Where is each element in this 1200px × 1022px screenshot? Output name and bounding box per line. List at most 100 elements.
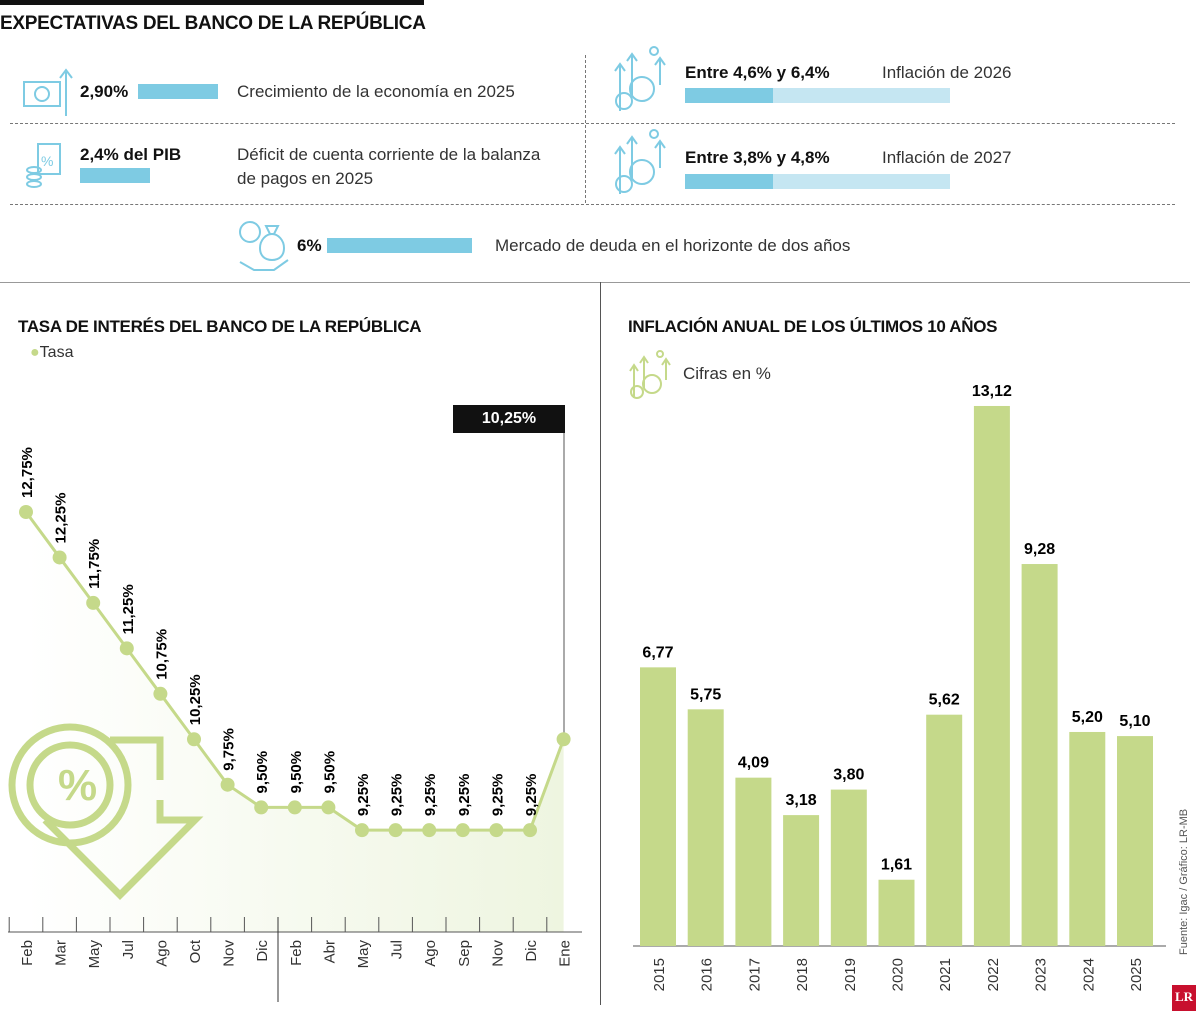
x-tick-label: Dic xyxy=(523,940,540,962)
data-label: 9,25% xyxy=(456,774,473,817)
section-divider xyxy=(0,282,1190,283)
bar xyxy=(973,405,1010,946)
data-label: 4,09 xyxy=(738,755,769,772)
inflation-arrows-icon xyxy=(614,46,666,111)
x-tick-label: May xyxy=(86,940,103,969)
rate-legend: ●Tasa xyxy=(30,344,73,362)
rate-line-chart: % 12,75% Feb 12,25% Mar 11,75% May 11,25% Jul 10,… xyxy=(8,405,582,1002)
debt-bar xyxy=(327,238,472,253)
data-label: 9,25% xyxy=(523,774,540,817)
x-tick-label: 2020 xyxy=(890,958,907,991)
bar xyxy=(1117,736,1153,946)
growth-bar xyxy=(138,84,218,99)
data-point xyxy=(254,800,269,815)
data-point xyxy=(556,732,571,747)
bar xyxy=(926,714,963,946)
area-fill xyxy=(26,512,564,932)
bar xyxy=(640,667,676,946)
inflation-arrows-icon xyxy=(614,129,666,194)
data-label: 9,25% xyxy=(422,774,439,817)
x-tick-label: 2021 xyxy=(937,958,954,991)
inflation-chart-title: INFLACIÓN ANUAL DE LOS ÚLTIMOS 10 AÑOS xyxy=(628,317,998,336)
x-tick-label: 2015 xyxy=(651,958,668,991)
data-point xyxy=(153,686,168,701)
x-tick-label: Feb xyxy=(19,940,36,966)
data-label: 5,10 xyxy=(1119,713,1150,730)
data-label: 9,75% xyxy=(221,728,238,771)
expectations-title: EXPECTATIVAS DEL BANCO DE LA REPÚBLICA xyxy=(0,13,426,34)
data-point xyxy=(388,823,403,838)
x-tick-label: Nov xyxy=(489,940,506,967)
svg-text:%: % xyxy=(41,153,53,169)
data-point xyxy=(422,823,437,838)
data-label: 3,80 xyxy=(833,767,864,784)
x-tick-label: Ago xyxy=(153,940,170,967)
x-tick-label: 2022 xyxy=(985,958,1002,991)
data-label: 11,25% xyxy=(120,584,137,634)
x-tick-label: Sep xyxy=(456,940,473,967)
data-point xyxy=(489,823,504,838)
data-point xyxy=(523,823,537,838)
deficit-desc-1: Déficit de cuenta corriente de la balanz… xyxy=(237,145,541,164)
data-label: 9,28 xyxy=(1024,541,1055,558)
growth-desc: Crecimiento de la economía en 2025 xyxy=(237,82,515,101)
data-label: 9,25% xyxy=(489,774,506,817)
x-tick-label: 2017 xyxy=(746,958,763,991)
x-tick-label: Abr xyxy=(321,940,338,963)
x-tick-label: Oct xyxy=(187,939,204,963)
data-label: 12,75% xyxy=(19,447,36,498)
legend-label: Tasa xyxy=(39,344,74,361)
inflation-2026-range-bar xyxy=(685,88,950,103)
x-tick-label: Feb xyxy=(288,940,305,966)
rate-chart-title: TASA DE INTERÉS DEL BANCO DE LA REPÚBLIC… xyxy=(18,317,422,336)
bar xyxy=(735,777,772,946)
inflation-2026-value: Entre 4,6% y 6,4% xyxy=(685,63,830,82)
data-label: 9,25% xyxy=(389,774,406,817)
data-label: 9,50% xyxy=(254,751,271,794)
data-label: 10,25% xyxy=(187,674,204,725)
x-tick-label: Ago xyxy=(422,940,439,967)
inflation-2027-value: Entre 3,8% y 4,8% xyxy=(685,148,830,167)
chart-divider xyxy=(600,282,601,1005)
data-label: 11,75% xyxy=(86,539,103,589)
inflation-2027-range-bar xyxy=(685,174,950,189)
divider xyxy=(10,204,1175,205)
x-tick-label: Nov xyxy=(221,940,238,967)
data-label: 9,25% xyxy=(355,774,372,817)
deficit-bar xyxy=(80,168,150,183)
bar xyxy=(830,789,867,946)
data-point xyxy=(187,732,201,747)
deficit-value: 2,4% del PIB xyxy=(80,145,182,164)
data-label: 1,61 xyxy=(881,857,912,874)
data-label: 12,25% xyxy=(53,493,70,544)
growth-value: 2,90% xyxy=(80,82,129,101)
money-growth-icon xyxy=(23,68,73,116)
legend-dot: ● xyxy=(30,344,40,361)
data-point xyxy=(86,595,101,610)
data-point xyxy=(19,505,33,519)
data-point xyxy=(220,777,235,792)
x-tick-label: May xyxy=(355,940,372,969)
inflation-2027-desc: Inflación de 2027 xyxy=(882,148,1012,167)
bar xyxy=(1021,564,1058,946)
lr-logo: LR xyxy=(1172,985,1196,1011)
data-point xyxy=(52,550,67,565)
data-label: 13,12 xyxy=(972,383,1012,400)
data-label: 5,62 xyxy=(929,692,960,709)
divider xyxy=(10,123,1175,124)
source-note: Fuente: Igac / Gráfico: LR-MB xyxy=(1178,808,1190,955)
top-rule xyxy=(0,0,424,5)
money-bag-hand-icon xyxy=(239,221,289,271)
inflation-2026-desc: Inflación de 2026 xyxy=(882,63,1012,82)
x-tick-label: Jul xyxy=(120,940,137,959)
data-point xyxy=(321,800,336,815)
x-tick-label: 2016 xyxy=(699,958,716,991)
bar xyxy=(783,815,820,946)
x-tick-label: 2025 xyxy=(1128,958,1145,991)
x-tick-label: Jul xyxy=(389,940,406,959)
x-tick-label: Mar xyxy=(53,940,70,966)
bar xyxy=(878,879,915,946)
x-tick-label: Ene xyxy=(557,940,574,967)
x-tick-label: 2019 xyxy=(842,958,859,991)
data-label: 9,50% xyxy=(288,751,305,794)
